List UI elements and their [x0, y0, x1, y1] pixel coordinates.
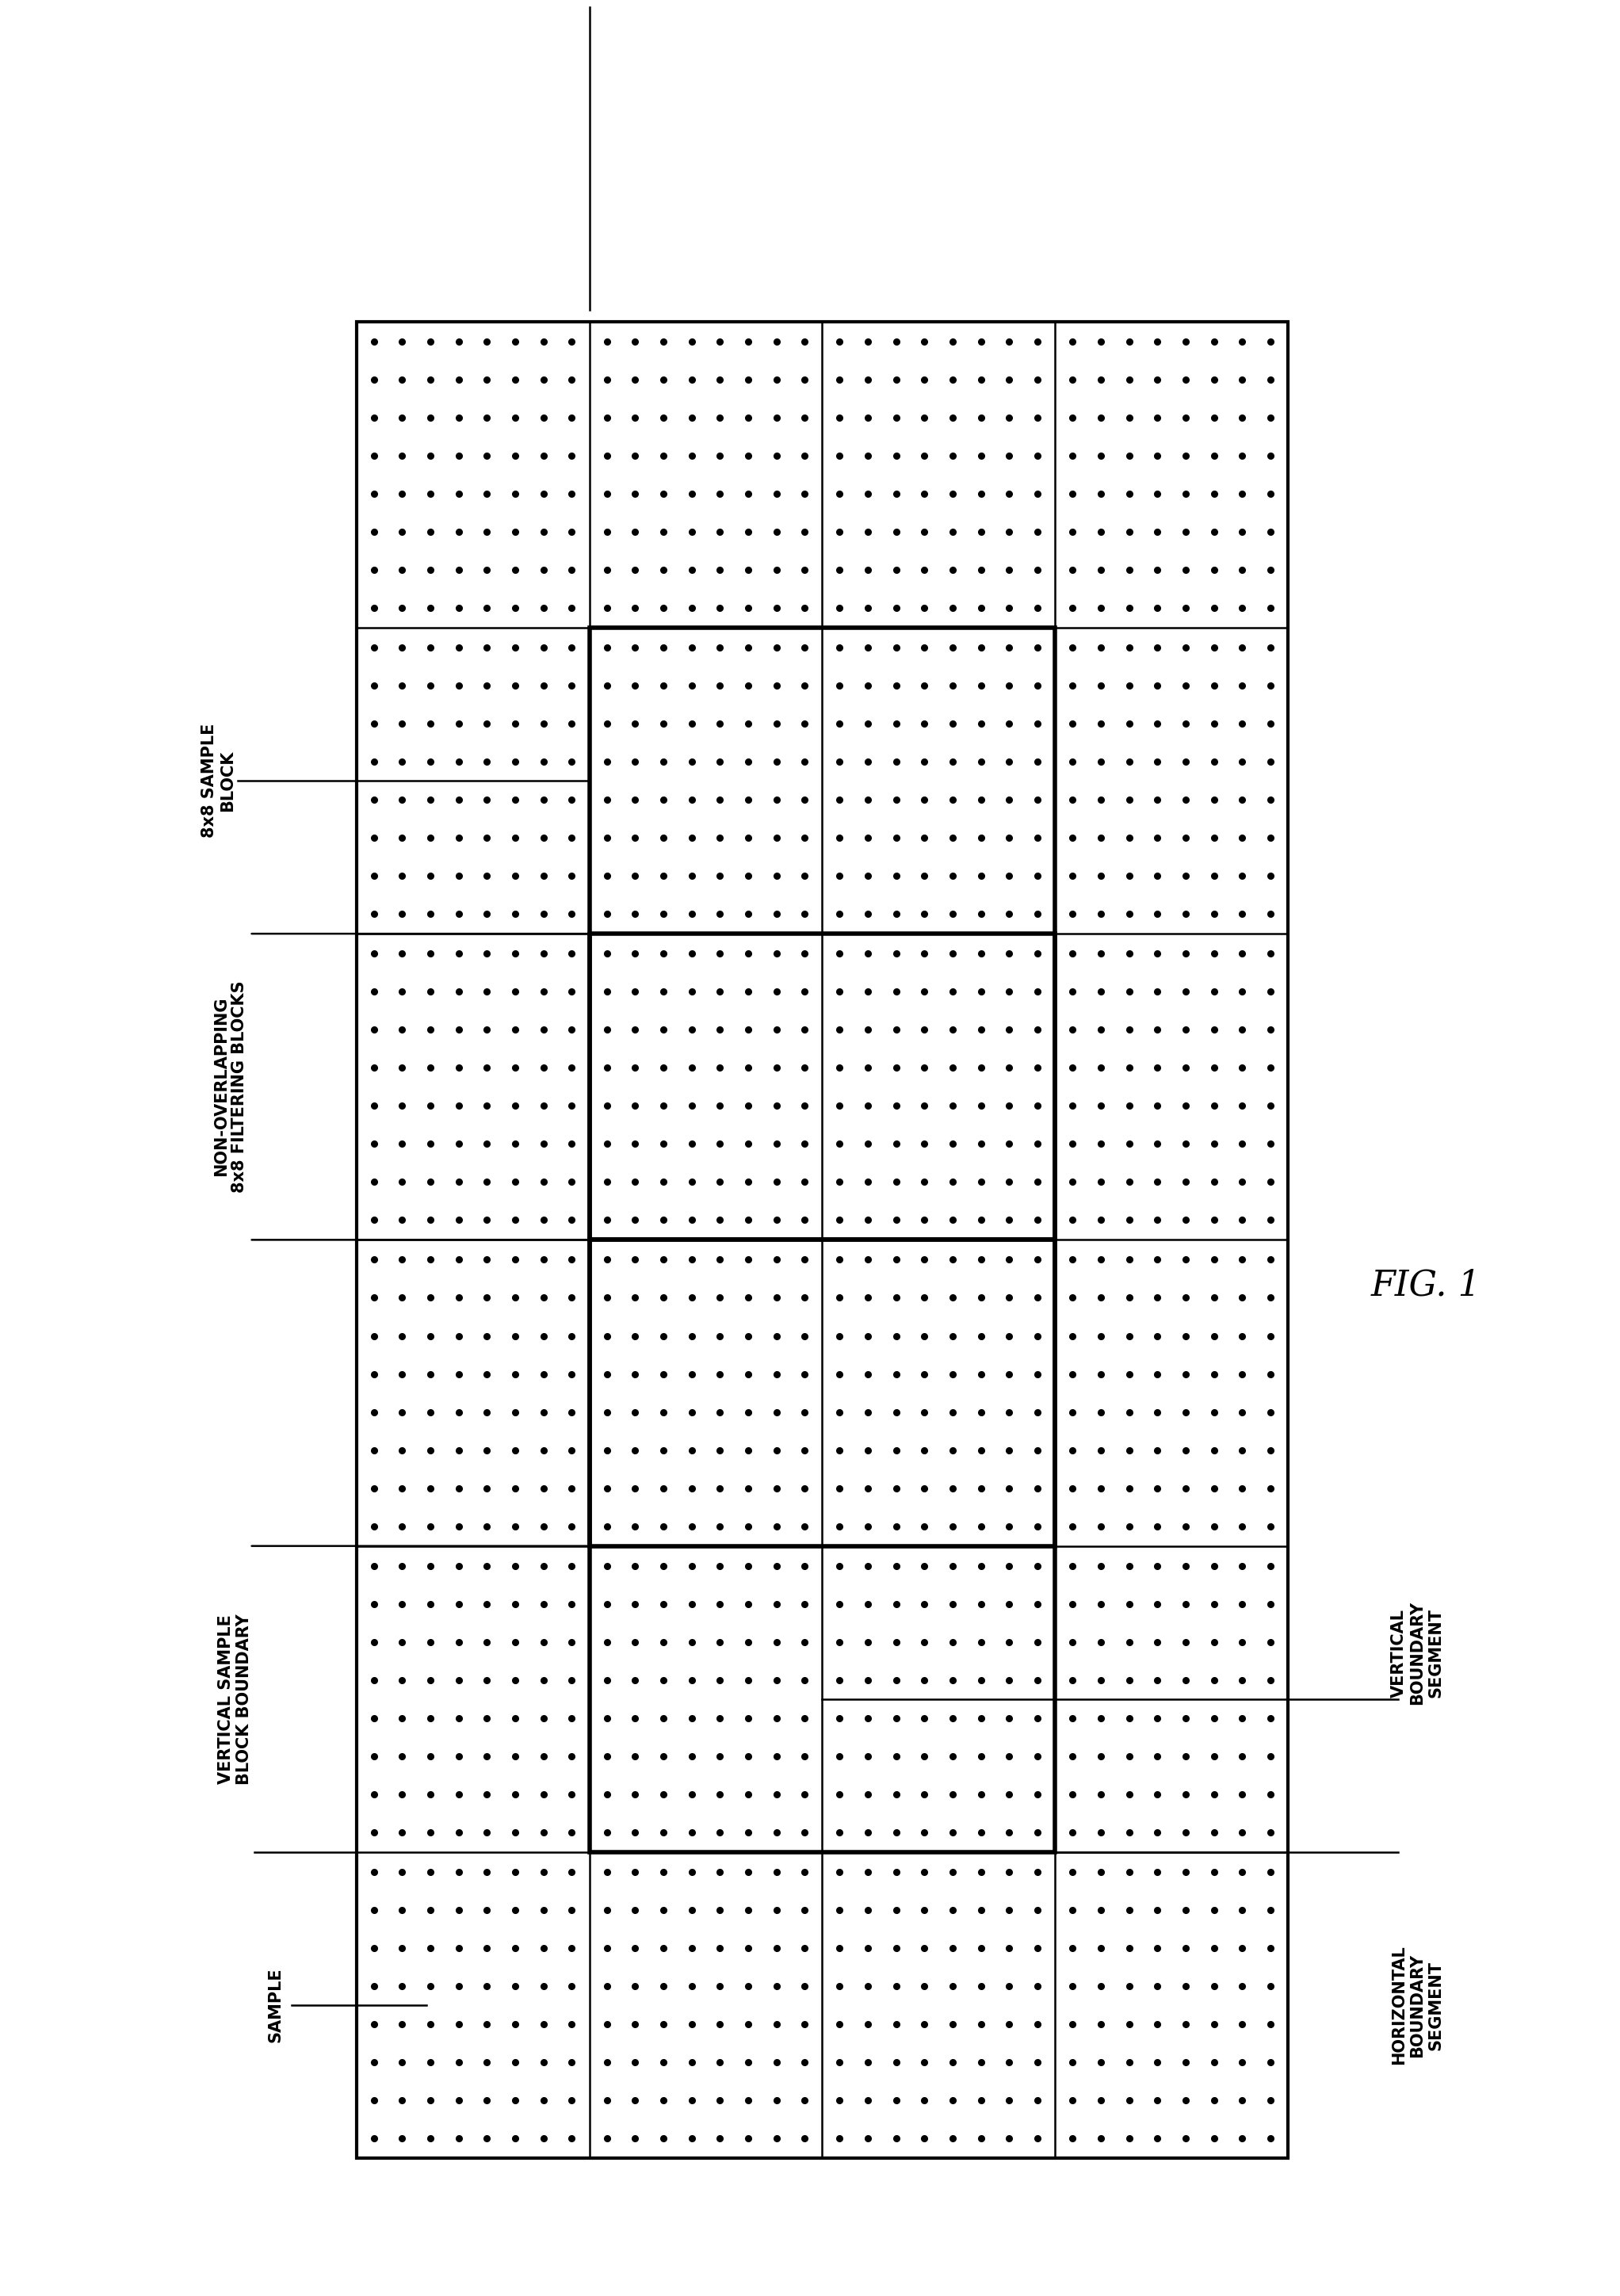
Bar — [590, 1240, 1055, 1853]
Text: NON-OVERLAPPING
8x8 FILTERING BLOCKS: NON-OVERLAPPING 8x8 FILTERING BLOCKS — [212, 980, 248, 1194]
Text: HORIZONTAL
BOUNDARY
SEGMENT: HORIZONTAL BOUNDARY SEGMENT — [1392, 1945, 1443, 2064]
Bar — [356, 321, 1288, 2158]
Text: VERTICAL SAMPLE
BLOCK BOUNDARY: VERTICAL SAMPLE BLOCK BOUNDARY — [217, 1614, 253, 1784]
Text: VERTICAL
BOUNDARY
SEGMENT: VERTICAL BOUNDARY SEGMENT — [1392, 1600, 1443, 1706]
Bar — [590, 934, 1055, 1545]
Bar — [590, 627, 1055, 1240]
Text: 8x8 SAMPLE
BLOCK: 8x8 SAMPLE BLOCK — [201, 723, 237, 838]
Text: FIG. 1: FIG. 1 — [1371, 1270, 1481, 1302]
Text: SAMPLE: SAMPLE — [267, 1968, 283, 2043]
